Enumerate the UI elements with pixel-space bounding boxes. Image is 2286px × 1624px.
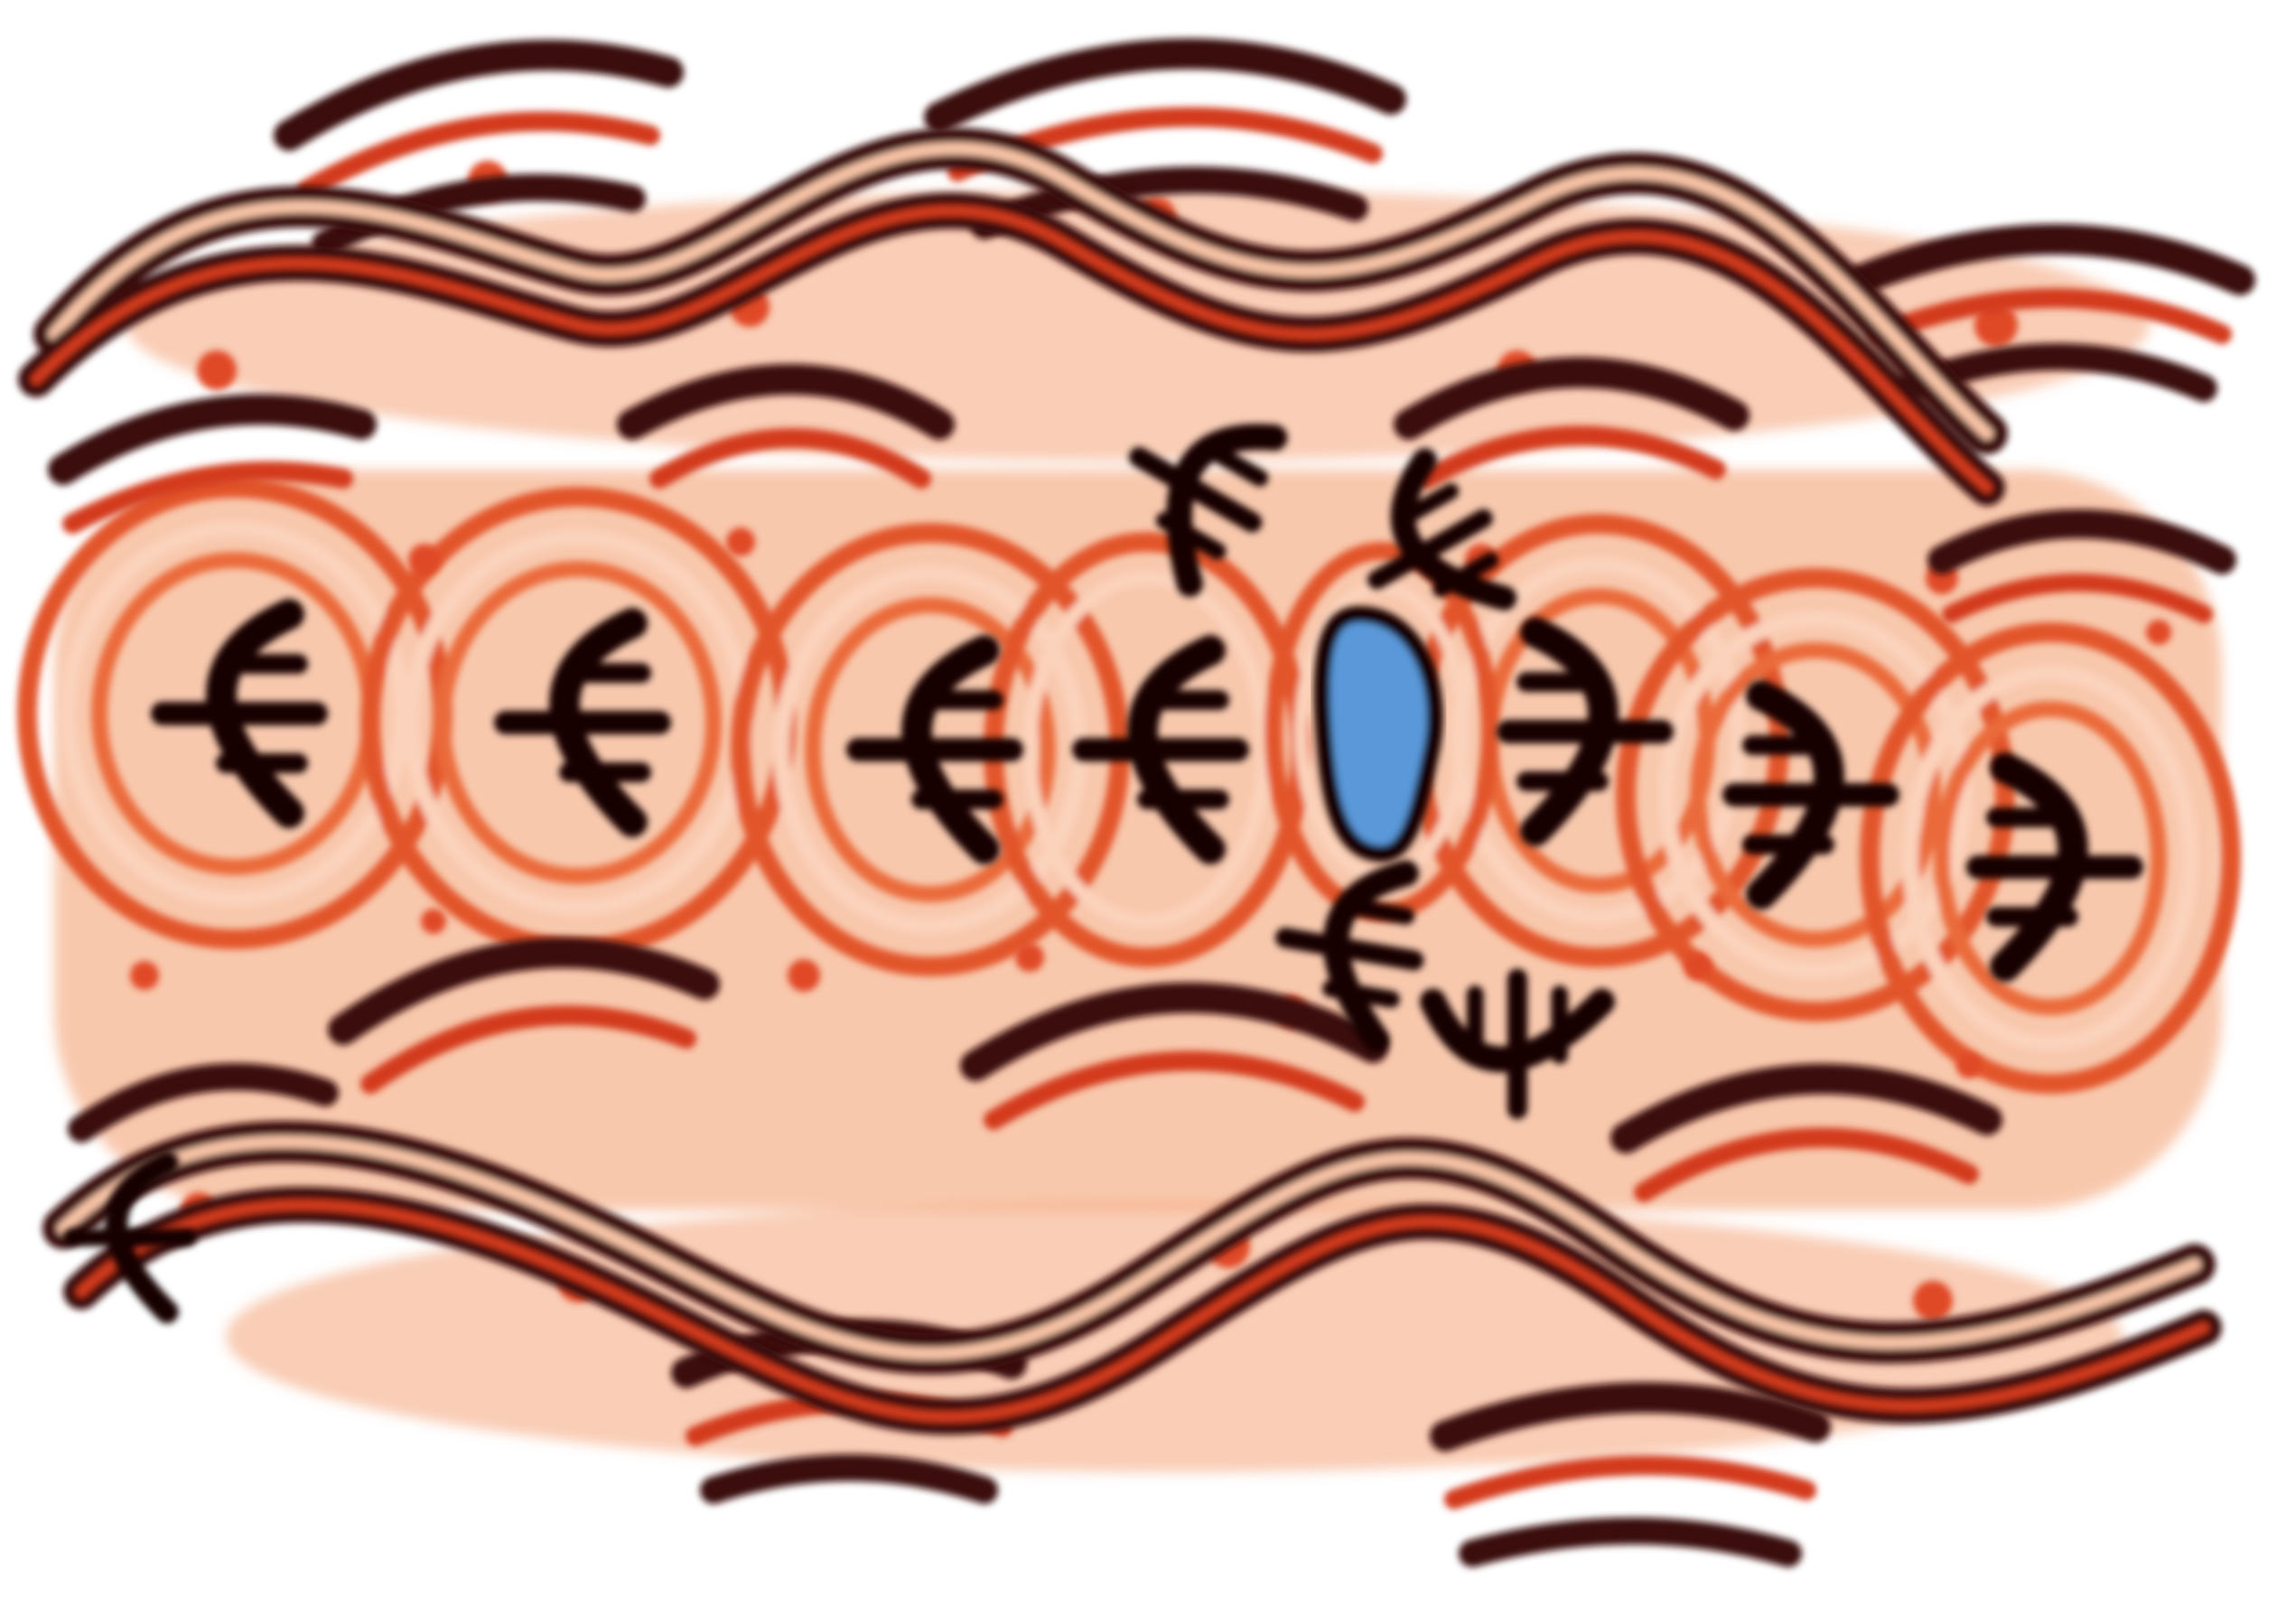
bird-track-2 bbox=[494, 608, 671, 837]
arc-group-bottom-2 bbox=[1430, 1382, 1831, 1567]
bird-track-1 bbox=[151, 599, 328, 828]
bird-track-7 bbox=[1966, 752, 2143, 982]
upper-wavy-band bbox=[18, 127, 2008, 506]
bird-track-5 bbox=[1497, 617, 1674, 846]
cell-7 bbox=[1860, 622, 2241, 1094]
bird-track-12 bbox=[63, 1151, 197, 1324]
arc-group-upper-right bbox=[1394, 357, 1749, 489]
waterhole-outline bbox=[1313, 605, 1443, 863]
waterhole bbox=[1313, 605, 1443, 863]
arc-group-left-1 bbox=[48, 394, 377, 534]
top-arc-groups bbox=[48, 38, 2255, 623]
bird-track-8 bbox=[1129, 424, 1288, 597]
arc-group-lower-left bbox=[68, 1063, 339, 1143]
bird-track-11 bbox=[1420, 968, 1615, 1120]
bird-track-10 bbox=[1274, 860, 1424, 1053]
bird-track-4 bbox=[1072, 635, 1249, 864]
arc-group-lower-3 bbox=[1610, 1063, 2002, 1202]
arc-group-upper-mid bbox=[617, 364, 955, 489]
arc-group-right-edge bbox=[1927, 509, 2236, 623]
bird-track-6 bbox=[1722, 680, 1899, 910]
arc-group-lower-2 bbox=[960, 982, 1388, 1130]
bird-track-9 bbox=[1367, 448, 1517, 611]
lower-wavy-band bbox=[42, 1120, 2222, 1435]
arc-group-lower-1 bbox=[328, 937, 720, 1094]
cell-6 bbox=[1616, 568, 2015, 1022]
bird-tracks bbox=[63, 424, 2143, 1324]
bird-track-3 bbox=[846, 635, 1023, 864]
